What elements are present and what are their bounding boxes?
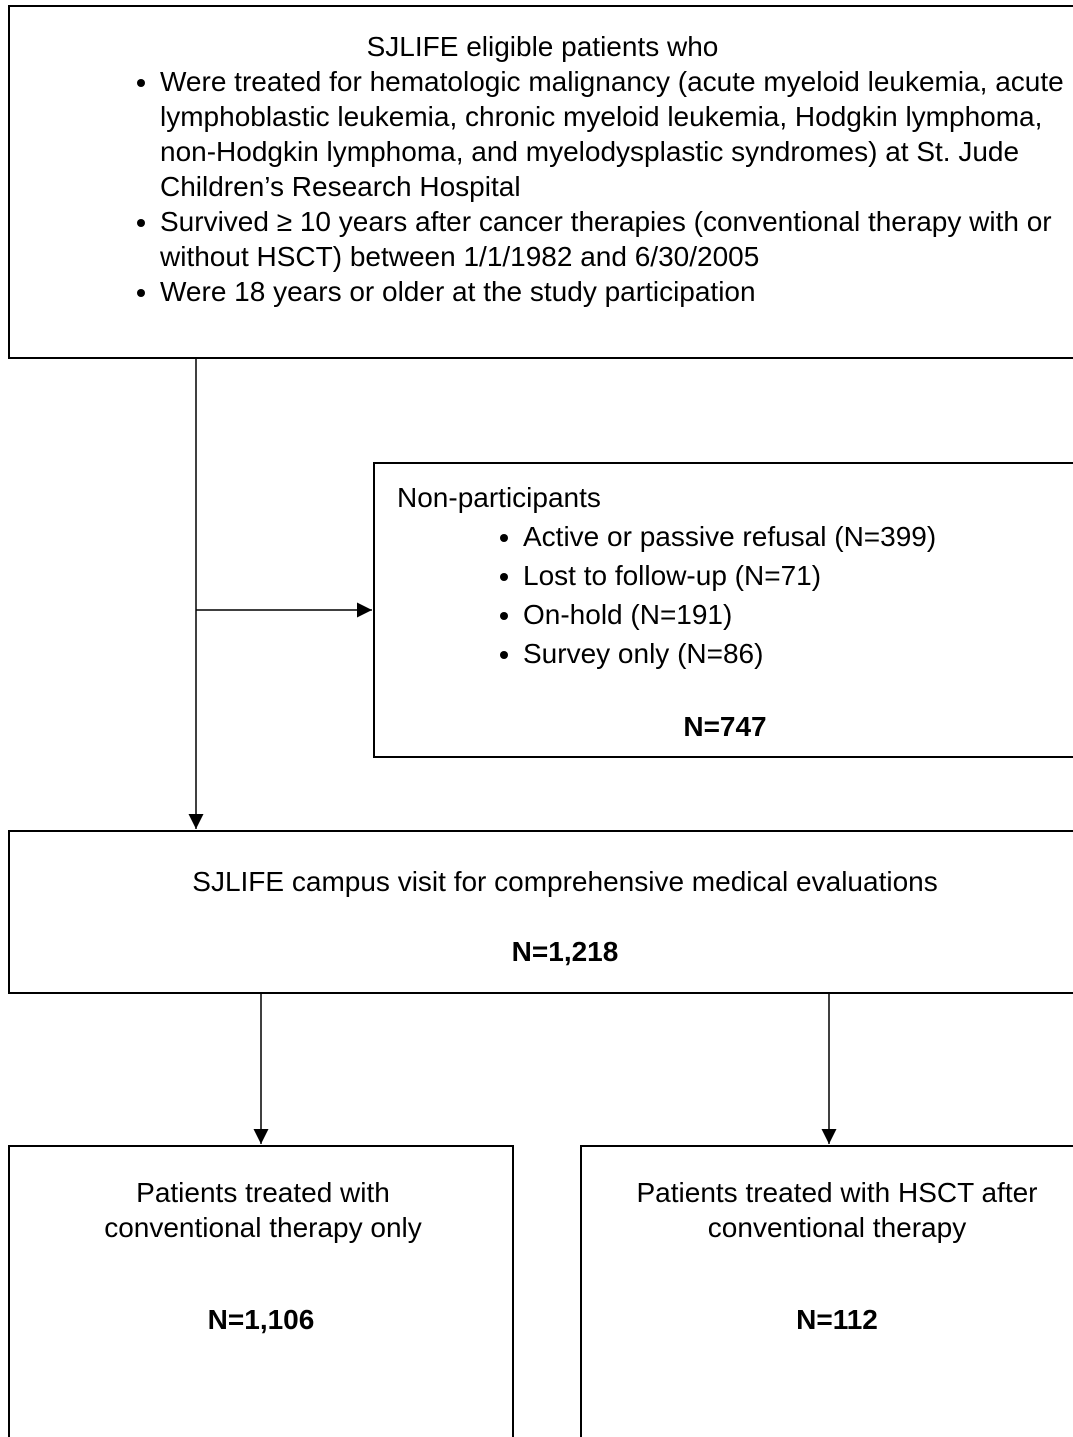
criteria-list: Were treated for hematologic malignancy … — [160, 64, 1072, 309]
node-title: SJLIFE eligible patients who — [366, 31, 719, 62]
node-title: Non-participants — [397, 482, 601, 513]
list-item: Were 18 years or older at the study part… — [160, 274, 1072, 309]
non-participants-box: Non-participants Active or passive refus… — [373, 462, 1073, 758]
list-item: Were treated for hematologic malignancy … — [160, 64, 1072, 204]
node-title: SJLIFE campus visit for comprehensive me… — [192, 866, 938, 897]
node-total: N=1,218 — [511, 936, 619, 967]
list-item: Survey only (N=86) — [523, 634, 1063, 673]
list-item: Survived ≥ 10 years after cancer therapi… — [160, 204, 1072, 274]
campus-visit-box: SJLIFE campus visit for comprehensive me… — [8, 830, 1073, 994]
list-item: On-hold (N=191) — [523, 595, 1063, 634]
node-title: Patients treated with HSCT after convent… — [636, 1177, 1038, 1243]
eligibility-box: SJLIFE eligible patients who Were treate… — [8, 5, 1073, 359]
node-total: N=112 — [796, 1304, 878, 1335]
conventional-box: Patients treated with conventional thera… — [8, 1145, 514, 1437]
node-total: N=1,106 — [207, 1304, 315, 1335]
hsct-box: Patients treated with HSCT after convent… — [580, 1145, 1073, 1437]
reasons-list: Active or passive refusal (N=399)Lost to… — [523, 517, 1063, 673]
list-item: Active or passive refusal (N=399) — [523, 517, 1063, 556]
list-item: Lost to follow-up (N=71) — [523, 556, 1063, 595]
node-total: N=747 — [683, 711, 767, 742]
node-title: Patients treated with conventional thera… — [104, 1177, 422, 1243]
